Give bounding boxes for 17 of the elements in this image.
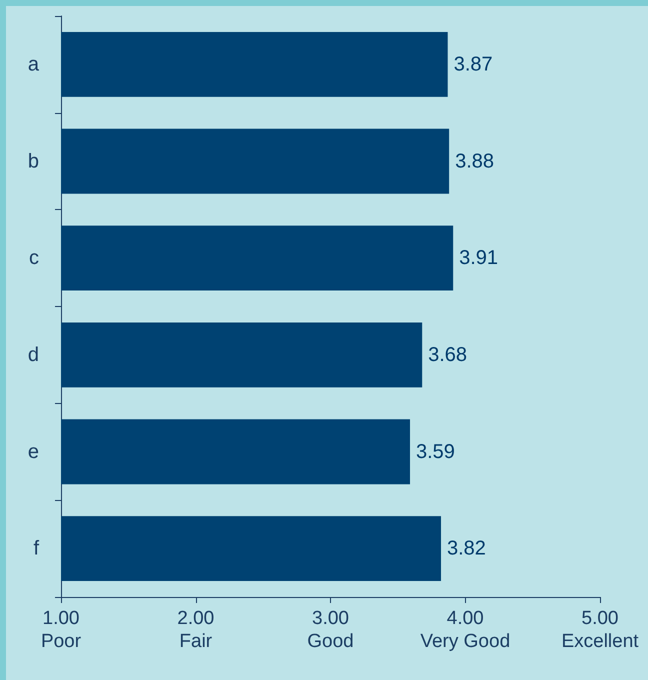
y-tick-label: e [28, 440, 39, 463]
y-tick-label: d [28, 344, 39, 366]
y-tick-label: f [33, 538, 40, 560]
x-tick-label: 1.00 Poor [40, 608, 82, 652]
x-tick-label: 5.00 Excellent [561, 608, 640, 652]
data-label: 3.82 [446, 538, 486, 560]
x-tick-label: 4.00 Very Good [420, 608, 510, 652]
data-label: 3.88 [455, 150, 494, 172]
y-tick-label: a [28, 53, 40, 76]
x-tick-label: 3.00 Good [307, 608, 354, 652]
data-label: 3.68 [428, 344, 468, 366]
y-tick-label: c [29, 247, 39, 270]
data-label: 3.91 [459, 247, 498, 270]
data-label: 3.87 [454, 53, 493, 76]
data-label: 3.59 [416, 440, 455, 463]
x-tick-label: 2.00 Fair [177, 608, 214, 652]
y-tick-label: b [28, 150, 39, 172]
